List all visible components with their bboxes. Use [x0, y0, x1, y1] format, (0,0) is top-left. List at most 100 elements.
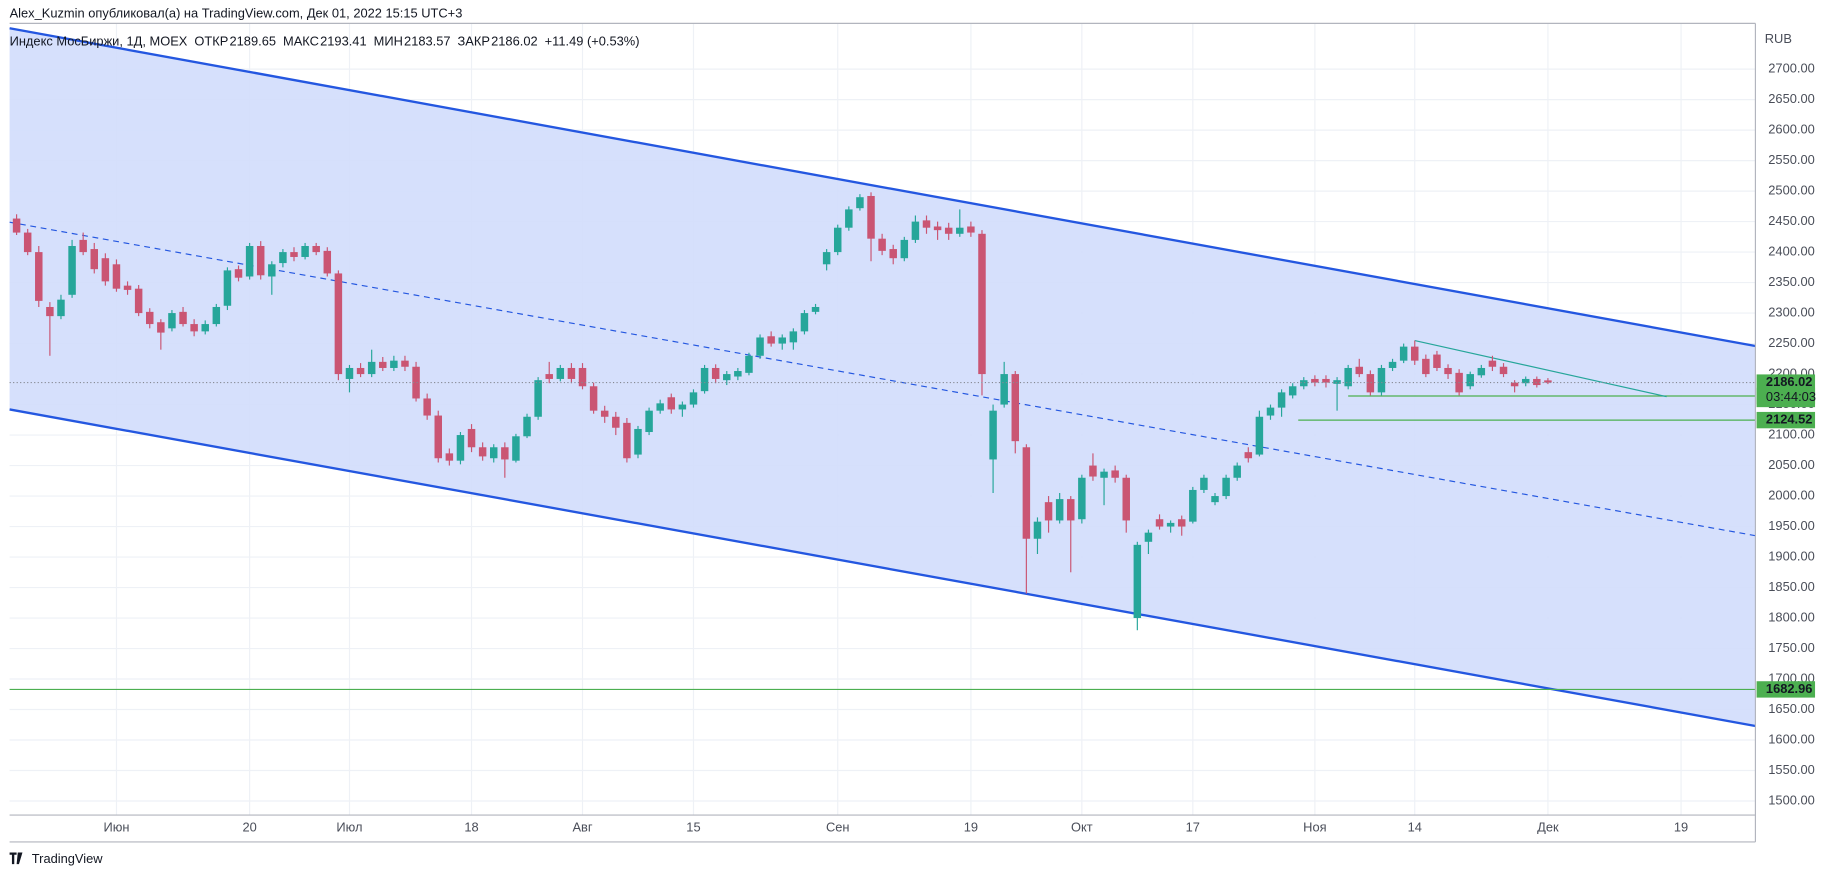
price-badge: [1756, 681, 1816, 698]
legend-item: +11.49 (+0.53%): [545, 33, 640, 48]
candle-body: [745, 355, 753, 373]
candle-body: [989, 410, 997, 460]
candle-body: [223, 270, 232, 306]
candle-body: [800, 313, 809, 332]
y-tick-label: 1900.00: [1768, 548, 1814, 563]
candle-body: [123, 285, 132, 290]
candle-body: [678, 404, 687, 410]
candle-body: [245, 245, 254, 277]
candle-body: [1366, 374, 1375, 393]
price-badge: [1756, 411, 1816, 429]
candle-body: [1499, 366, 1508, 375]
candle-body: [600, 410, 609, 417]
candle-body: [478, 447, 487, 457]
candle-body: [1266, 407, 1275, 416]
candle-body: [423, 398, 431, 416]
legend-item: 2186.02: [491, 33, 537, 48]
candle-body: [867, 195, 875, 239]
candle-body: [523, 416, 531, 437]
plot: [9, 23, 1756, 816]
y-tick-label: 2500.00: [1768, 182, 1814, 197]
legend-item: ОТКР: [194, 33, 228, 48]
y-tick-label: 1650.00: [1768, 701, 1814, 716]
candle-body: [1177, 519, 1186, 527]
channel-line: [9, 408, 1756, 728]
candle-body: [390, 360, 398, 368]
logo: [9, 852, 23, 865]
y-tick-label: 2000.00: [1768, 487, 1814, 502]
candle-body: [1411, 346, 1419, 361]
candle-body: [723, 374, 731, 381]
candle-body: [101, 258, 110, 282]
candle-body: [689, 392, 698, 405]
candle-body: [856, 197, 864, 209]
candle-body: [567, 367, 576, 379]
price-label: 2124.52: [1766, 411, 1812, 426]
candle-body: [46, 306, 54, 317]
candle-body: [1477, 367, 1486, 376]
y-tick-label: 2550.00: [1768, 152, 1814, 167]
candle-body: [956, 227, 964, 234]
candle-body: [911, 221, 920, 240]
channel-line: [9, 27, 1756, 348]
y-tick-label: 2700.00: [1768, 61, 1814, 76]
y-tick-label: 2600.00: [1768, 122, 1814, 137]
candle-body: [700, 367, 709, 392]
y-tick-label: 1500.00: [1768, 792, 1814, 807]
candle-body: [79, 239, 87, 253]
candle-body: [1311, 378, 1319, 383]
candle-body: [1344, 367, 1352, 387]
candle-body: [1544, 380, 1552, 383]
candle-body: [412, 366, 420, 399]
candle-body: [1488, 360, 1497, 367]
legend-item: 2183.57: [404, 33, 450, 48]
x-tick-label: 20: [242, 819, 256, 834]
candle-body: [1399, 346, 1408, 361]
candle-body: [367, 361, 376, 375]
price-label: 1682.96: [1766, 681, 1812, 696]
candle-body: [1533, 378, 1541, 386]
candle-body: [434, 415, 442, 459]
candle-body: [1255, 416, 1264, 455]
candle-body: [1200, 477, 1208, 490]
x-tick-label: 17: [1186, 819, 1200, 834]
candle-body: [1288, 386, 1297, 396]
legend-item: МАКС: [283, 33, 319, 48]
candle-body: [1355, 366, 1364, 375]
candle-body: [1155, 519, 1164, 527]
candle-body: [1078, 477, 1086, 520]
candle-body: [645, 410, 653, 433]
y-tick-label: 1950.00: [1768, 518, 1814, 533]
candle-body: [1322, 378, 1330, 383]
candle-body: [1422, 358, 1430, 375]
candle-body: [1111, 470, 1119, 478]
candle-body: [456, 435, 465, 461]
x-tick-label: Ноя: [1303, 819, 1326, 834]
candle-body: [922, 220, 931, 228]
y-tick-label: 2650.00: [1768, 91, 1814, 106]
x-tick-label: Дек: [1537, 819, 1559, 834]
candle-body: [767, 336, 775, 344]
trend-line: [1414, 339, 1667, 398]
candle-body: [345, 367, 354, 379]
candle-body: [179, 311, 187, 325]
candle-body: [789, 331, 798, 343]
x-tick-label: Сен: [826, 819, 850, 834]
candle-body: [822, 252, 831, 265]
candle-body: [190, 324, 198, 332]
x-tick-label: 19: [1674, 819, 1688, 834]
price-label: 2186.02: [1766, 374, 1812, 389]
publisher: Alex_Kuzmin опубликовал(а) на TradingVie…: [10, 5, 463, 20]
y-tick-label: 2450.00: [1768, 213, 1814, 228]
candle-body: [134, 288, 143, 314]
y-tick-label: 1850.00: [1768, 579, 1814, 594]
x-tick-label: Июл: [336, 819, 362, 834]
candle-body: [201, 324, 209, 332]
candle-body: [57, 299, 65, 317]
candle-body: [1011, 374, 1020, 442]
candle-body: [35, 252, 43, 301]
candle-body: [933, 226, 942, 231]
candle-body: [256, 245, 265, 276]
candle-body: [845, 209, 853, 228]
